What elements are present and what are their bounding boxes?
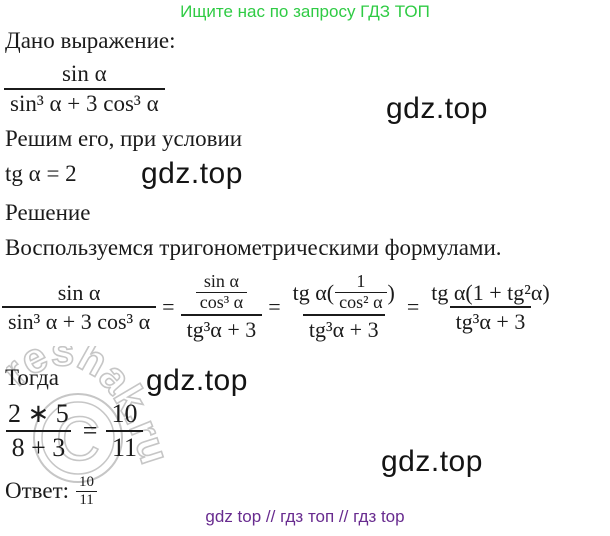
f1-denominator: sin³ α + 3 cos³ α: [2, 305, 157, 335]
f2-nested-fraction: sin α cos³ α: [195, 271, 248, 313]
equation-fraction-4: tg α(1 + tg²α) tg³α + 3: [425, 279, 555, 336]
f3-suffix: ): [387, 279, 395, 305]
f3-inner-denominator: cos² α: [335, 291, 387, 313]
equals-sign: =: [162, 293, 175, 319]
equals-sign: =: [406, 293, 420, 319]
then-label: Тогда: [5, 365, 60, 390]
main-equation: sin α sin³ α + 3 cos³ α = sin α cos³ α t…: [2, 271, 608, 343]
equation-fraction-1: sin α sin³ α + 3 cos³ α: [2, 279, 157, 336]
equation-fraction-2: sin α cos³ α tg³α + 3: [180, 271, 263, 343]
f3-numerator: tg α( 1 cos² α ): [287, 271, 401, 314]
reshak-watermark: C reshak.ru: [6, 346, 174, 483]
given-fraction: sin α sin³ α + 3 cos³ α: [4, 60, 165, 119]
f4-numerator: tg α(1 + tg²α): [431, 279, 550, 305]
f1-numerator: sin α: [57, 279, 101, 305]
copyright-outer-circle: [33, 393, 123, 483]
solution-label: Решение: [5, 200, 91, 225]
calc-numerator: 2 ∗ 5: [8, 399, 69, 428]
answer-numerator: 10: [79, 474, 95, 490]
answer-denominator: 11: [76, 490, 97, 509]
promo-banner: Ищите нас по запросу ГДЗ ТОП: [180, 2, 430, 21]
gdz-top-watermark: gdz.top: [386, 92, 488, 125]
f2-nested-denominator: cos³ α: [195, 291, 248, 313]
given-fraction-numerator: sin α: [61, 61, 107, 86]
copyright-inner-circle: [41, 401, 115, 475]
equals-sign: =: [268, 293, 281, 319]
copyright-c-glyph: C: [56, 405, 101, 474]
gdz-top-watermark: gdz.top: [141, 157, 243, 190]
given-label: Дано выражение:: [5, 28, 176, 53]
condition-label: Решим его, при условии: [5, 126, 243, 151]
f3-prefix: tg α(: [292, 279, 335, 305]
f2-nested-numerator: sin α: [203, 271, 239, 291]
equation-fraction-3: tg α( 1 cos² α ) tg³α + 3: [287, 271, 401, 343]
equals-sign: =: [82, 415, 98, 445]
footer-links: gdz top // гдз топ // гдз top: [205, 507, 405, 526]
f3-inner-fraction: 1 cos² α: [335, 271, 387, 313]
result-fraction: 10 11: [105, 398, 143, 464]
f3-denominator: tg³α + 3: [302, 313, 385, 343]
formulas-note: Воспользуемся тригонометрическими формул…: [5, 235, 502, 260]
gdz-top-watermark: gdz.top: [146, 364, 248, 397]
result-denominator: 11: [105, 429, 143, 464]
result-numerator: 10: [111, 399, 138, 428]
answer-row: Ответ: 10 11: [5, 474, 97, 508]
f4-denominator: tg³α + 3: [449, 305, 532, 335]
calculation-row: 2 ∗ 5 8 + 3 = 10 11: [2, 398, 143, 464]
given-fraction-denominator: sin³ α + 3 cos³ α: [4, 88, 165, 118]
calc-fraction: 2 ∗ 5 8 + 3: [2, 398, 75, 464]
gdz-top-watermark: gdz.top: [381, 445, 483, 478]
answer-fraction: 10 11: [76, 474, 97, 508]
f2-denominator: tg³α + 3: [180, 313, 263, 343]
answer-label: Ответ:: [5, 478, 70, 503]
condition-equation: tg α = 2: [5, 161, 77, 186]
f2-numerator: sin α cos³ α: [189, 271, 254, 314]
f3-inner-numerator: 1: [356, 271, 366, 291]
calc-denominator: 8 + 3: [5, 429, 72, 464]
